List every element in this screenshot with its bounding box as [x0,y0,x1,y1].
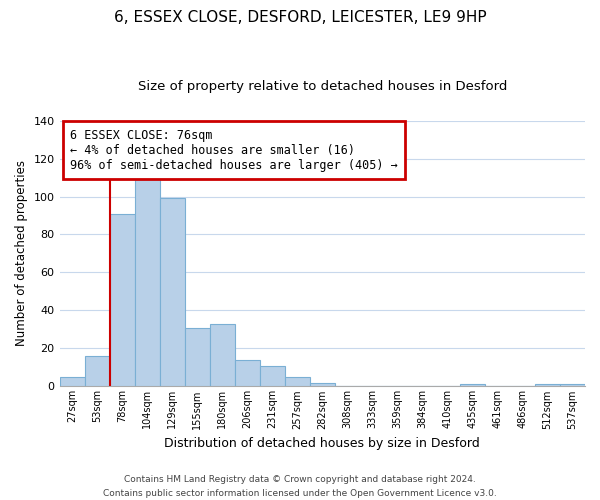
Bar [460,384,485,386]
Bar [260,366,285,386]
Bar [209,324,235,386]
Bar [235,360,260,386]
Title: Size of property relative to detached houses in Desford: Size of property relative to detached ho… [137,80,507,93]
Bar [535,384,560,386]
Bar [310,382,335,386]
Bar [85,356,110,386]
Bar [285,377,310,386]
Bar [134,168,160,386]
Text: Contains HM Land Registry data © Crown copyright and database right 2024.
Contai: Contains HM Land Registry data © Crown c… [103,476,497,498]
Text: 6 ESSEX CLOSE: 76sqm
← 4% of detached houses are smaller (16)
96% of semi-detach: 6 ESSEX CLOSE: 76sqm ← 4% of detached ho… [70,128,398,172]
Bar [59,377,85,386]
Bar [110,214,134,386]
Bar [560,384,585,386]
Bar [185,328,209,386]
Y-axis label: Number of detached properties: Number of detached properties [15,160,28,346]
Bar [160,198,185,386]
X-axis label: Distribution of detached houses by size in Desford: Distribution of detached houses by size … [164,437,480,450]
Text: 6, ESSEX CLOSE, DESFORD, LEICESTER, LE9 9HP: 6, ESSEX CLOSE, DESFORD, LEICESTER, LE9 … [113,10,487,25]
